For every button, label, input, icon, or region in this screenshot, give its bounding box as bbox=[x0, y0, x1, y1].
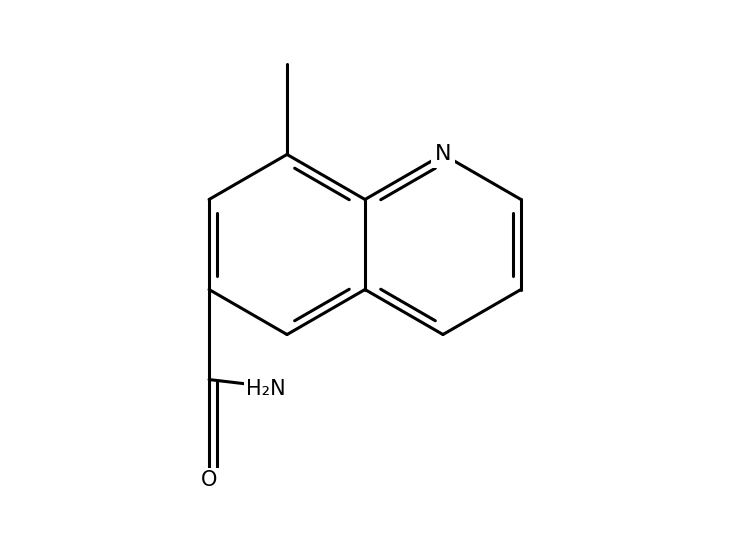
Text: O: O bbox=[201, 469, 218, 490]
Text: H₂N: H₂N bbox=[246, 379, 285, 398]
Text: N: N bbox=[435, 145, 451, 164]
